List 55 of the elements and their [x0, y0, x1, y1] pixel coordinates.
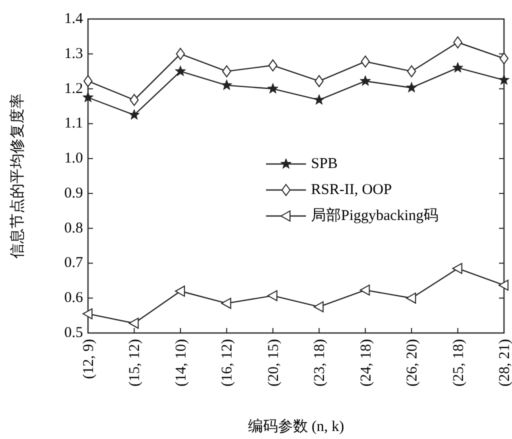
y-tick-label: 1.0 [64, 150, 83, 167]
point [452, 262, 462, 274]
y-tick-label: 1.4 [64, 11, 84, 27]
x-tick-label: (28, 21) [497, 339, 512, 386]
y-tick-label: 1.1 [64, 116, 83, 132]
y-tick-label: 0.5 [64, 325, 83, 341]
y-tick-label: 0.9 [64, 185, 83, 202]
point [314, 301, 324, 312]
x-tick-label: (16, 12) [220, 339, 236, 386]
point [360, 284, 370, 296]
point [174, 66, 186, 76]
point [267, 290, 278, 302]
point [498, 74, 510, 85]
point [222, 65, 232, 78]
y-tick-label: 0.8 [64, 220, 83, 236]
x-tick-label: (23, 18) [312, 339, 328, 386]
x-tick-label: (14, 10) [173, 339, 190, 386]
legend-label: SPB [311, 156, 338, 172]
point [221, 298, 232, 309]
point [314, 94, 325, 105]
point [360, 56, 370, 68]
point [267, 83, 278, 94]
legend-label: 局部Piggybacking码 [311, 207, 438, 224]
y-tick-label: 1.3 [64, 46, 83, 62]
point [128, 109, 140, 120]
y-axis-title: 信息节点的平均修复度率 [9, 94, 26, 258]
point [128, 318, 139, 329]
point [406, 292, 416, 304]
x-tick-label: (25, 18) [450, 339, 467, 386]
y-tick-label: 0.6 [64, 290, 84, 306]
point [453, 36, 462, 48]
point [221, 80, 232, 90]
point [314, 75, 324, 88]
x-tick-label: (24, 18) [358, 339, 374, 386]
point [174, 286, 185, 297]
point [407, 65, 416, 78]
y-tick-label: 0.7 [64, 255, 84, 272]
point [82, 308, 92, 320]
x-axis-title: 编码参数 (n, k) [248, 418, 344, 435]
x-tick-label: (12, 9) [81, 339, 97, 379]
point [268, 59, 278, 72]
point [500, 52, 508, 64]
point [498, 280, 508, 291]
y-tick-label: 1.2 [64, 80, 83, 97]
point [176, 48, 185, 60]
point [82, 92, 94, 102]
point [130, 94, 139, 106]
x-tick-label: (15, 12) [127, 339, 144, 386]
x-tick-label: (26, 20) [404, 339, 421, 386]
point [84, 75, 92, 88]
point [406, 82, 418, 92]
legend-label: RSR-II, OOP [311, 182, 392, 198]
point [452, 62, 464, 73]
point [360, 75, 371, 86]
x-tick-label: (20, 15) [266, 339, 282, 386]
